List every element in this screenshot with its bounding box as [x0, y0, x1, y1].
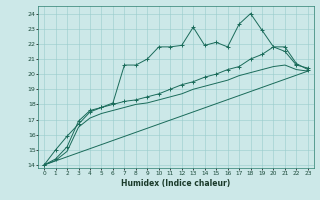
X-axis label: Humidex (Indice chaleur): Humidex (Indice chaleur)	[121, 179, 231, 188]
